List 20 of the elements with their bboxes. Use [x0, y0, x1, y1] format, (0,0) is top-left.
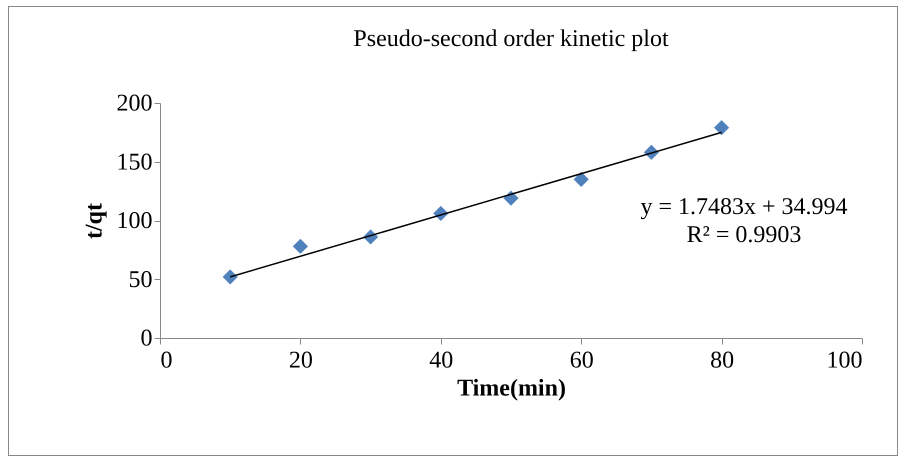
annotation: y = 1.7483x + 34.994	[640, 194, 848, 220]
y-axis-title: t/qt	[82, 202, 108, 239]
y-tick-label: 50	[128, 266, 152, 293]
x-tick-label: 60	[570, 348, 594, 374]
chart-title: Pseudo-second order kinetic plot	[353, 26, 669, 52]
point	[574, 172, 589, 187]
x-tick-label: 20	[288, 348, 313, 374]
x-tick-label: 100	[826, 348, 862, 374]
point	[714, 120, 730, 136]
y-tick-label: 200	[116, 90, 152, 116]
x-tick-label: 80	[710, 348, 734, 374]
annotation: R² = 0.9903	[686, 222, 802, 248]
point	[222, 269, 238, 284]
y-tick-label: 150	[116, 149, 152, 176]
y-tick-label: 100	[116, 208, 152, 234]
x-axis-title: Time(min)	[457, 376, 566, 402]
y-tick-label: 0	[140, 326, 152, 352]
x-tick-label: 0	[160, 348, 172, 374]
x-tick-label: 40	[429, 348, 454, 374]
point	[292, 238, 308, 254]
